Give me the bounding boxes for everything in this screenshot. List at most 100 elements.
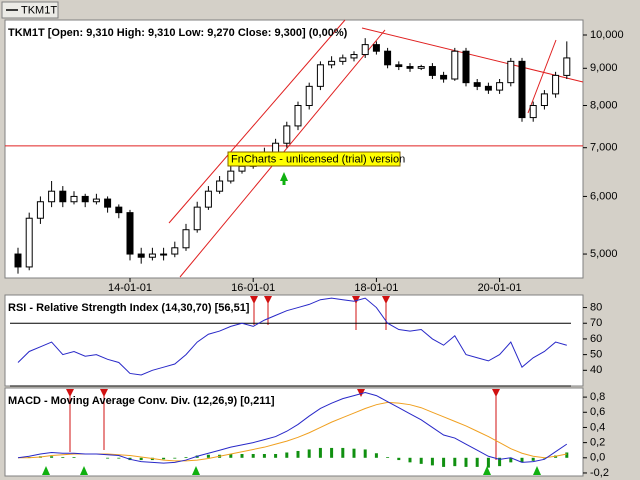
buy-signal xyxy=(483,466,491,475)
candle-body xyxy=(81,195,89,203)
candle-body xyxy=(417,66,425,69)
y-tick-label: 9,000 xyxy=(590,62,618,74)
candle-body xyxy=(238,165,246,172)
histogram-bar xyxy=(386,457,390,458)
candle-body xyxy=(507,60,515,84)
candle-body xyxy=(227,170,235,182)
candle-body xyxy=(182,229,190,249)
candle-body xyxy=(48,190,56,203)
y-tick-label: 0,4 xyxy=(590,421,605,433)
watermark: FnCharts - unlicensed (trial) version xyxy=(231,153,405,165)
histogram-bar xyxy=(162,457,166,460)
histogram-bar xyxy=(206,454,210,458)
trend-line xyxy=(527,39,557,114)
candle-body xyxy=(484,85,492,91)
line-series xyxy=(17,392,568,464)
y-tick-label: 70 xyxy=(590,317,602,329)
candle-body xyxy=(518,60,526,119)
y-tick-label: 7,000 xyxy=(590,142,618,154)
candle-body xyxy=(137,253,145,258)
x-tick-label: 14-01-01 xyxy=(108,282,152,294)
y-tick-label: 0,8 xyxy=(590,391,605,403)
candle-body xyxy=(395,64,403,68)
candle-body xyxy=(361,44,369,56)
macd-panel xyxy=(4,387,584,477)
histogram-bar xyxy=(173,457,177,459)
x-tick-label: 16-01-01 xyxy=(231,282,275,294)
signals xyxy=(42,172,541,475)
trend-line xyxy=(361,27,584,83)
histogram-bar xyxy=(453,457,457,467)
histogram-bar xyxy=(184,457,188,458)
y-tick-label: 40 xyxy=(590,364,602,376)
y-tick-label: -0,2 xyxy=(590,467,609,479)
histogram-bar xyxy=(520,457,524,463)
candle-body xyxy=(92,198,100,203)
histogram-bar xyxy=(419,457,423,464)
y-tick-label: 10,000 xyxy=(590,29,624,41)
candle-body xyxy=(104,198,112,208)
sell-signal xyxy=(382,296,390,304)
y-tick-label: 0,2 xyxy=(590,437,605,449)
candle-body xyxy=(350,54,358,59)
histogram-bar xyxy=(262,454,266,458)
candle-body xyxy=(160,253,168,256)
candle-body xyxy=(462,50,470,84)
histogram-bar xyxy=(408,457,412,463)
buy-signal xyxy=(80,466,88,475)
candle-body xyxy=(496,82,504,91)
sell-signal xyxy=(492,389,500,397)
histogram-bar xyxy=(498,457,502,467)
x-tick-label: 18-01-01 xyxy=(354,282,398,294)
candle-body xyxy=(115,206,123,214)
candle-body xyxy=(193,206,201,231)
histogram-bar xyxy=(475,457,479,467)
histogram-bar xyxy=(274,454,278,458)
candle-body xyxy=(529,105,537,119)
buy-signal xyxy=(42,466,50,475)
y-tick-label: 80 xyxy=(590,301,602,313)
trend-line xyxy=(168,19,346,224)
candle-body xyxy=(272,142,280,153)
sell-signal xyxy=(100,389,108,397)
candle-body xyxy=(25,217,33,268)
histogram-bar xyxy=(397,457,401,461)
price-panel xyxy=(4,19,584,279)
buy-arrow xyxy=(280,172,288,185)
candle-body xyxy=(540,93,548,107)
candle-body xyxy=(171,247,179,255)
candle-body xyxy=(563,57,571,76)
candle-body xyxy=(148,253,156,258)
tab-label[interactable]: TKM1T xyxy=(21,4,57,16)
panel-title: TKM1T [Open: 9,310 High: 9,310 Low: 9,27… xyxy=(8,27,348,39)
candle-body xyxy=(339,57,347,62)
histogram-bar xyxy=(139,457,143,461)
histogram-bar xyxy=(531,457,535,461)
panel-title: MACD - Moving Average Conv. Div. (12,26,… xyxy=(8,395,275,407)
candle-body xyxy=(294,105,302,127)
candle-body xyxy=(305,85,313,107)
histogram-bar xyxy=(285,452,289,458)
candle-body xyxy=(204,190,212,208)
histogram-bar xyxy=(72,457,76,458)
histogram-bar xyxy=(318,447,322,458)
panel-title: RSI - Relative Strength Index (14,30,70)… xyxy=(8,302,250,314)
candle-body xyxy=(59,190,67,203)
buy-signal xyxy=(192,466,200,475)
tab[interactable] xyxy=(1,1,59,19)
histogram-bar xyxy=(486,457,490,468)
histogram-bar xyxy=(565,452,569,458)
candle-body xyxy=(384,50,392,66)
candle-body xyxy=(36,201,44,219)
sell-signal xyxy=(66,389,74,397)
histogram-bar xyxy=(464,457,468,467)
histogram-bar xyxy=(296,450,300,458)
histogram-bar xyxy=(61,457,65,458)
watermark-box xyxy=(227,151,401,167)
candle-body xyxy=(451,50,459,80)
candle-body xyxy=(316,64,324,87)
y-tick-label: 0,6 xyxy=(590,406,605,418)
sell-signal xyxy=(352,296,360,304)
